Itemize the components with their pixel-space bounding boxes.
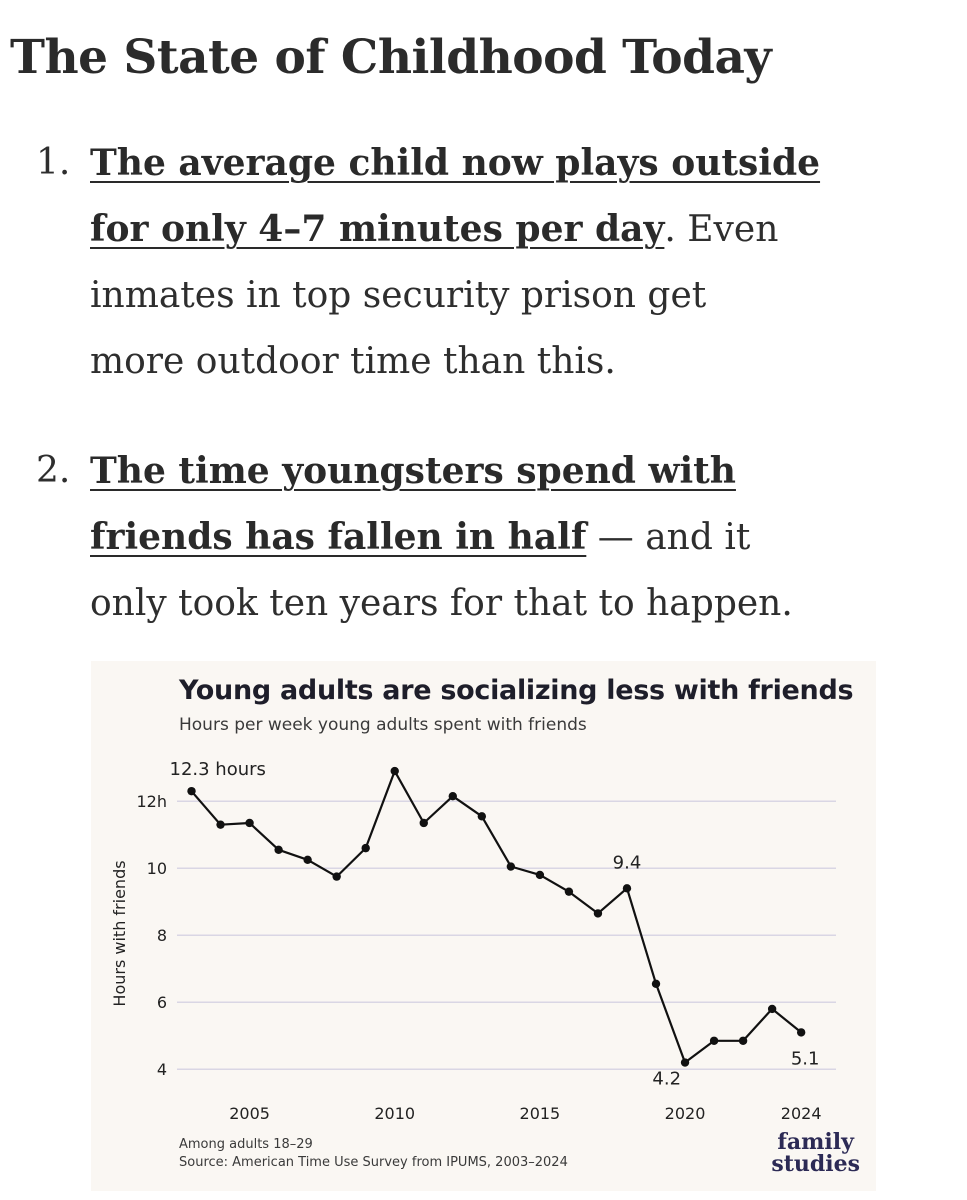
chart-card: Young adults are socializing less with f… (91, 661, 876, 1191)
y-tick-label: 12h (137, 792, 168, 811)
item-2-link-part-2[interactable]: friends has fallen in half (90, 516, 587, 558)
item-1-line-2: for only 4–7 minutes per day. Even (90, 208, 778, 250)
chart-subtitle: Hours per week young adults spent with f… (179, 715, 587, 735)
data-point (419, 818, 428, 828)
family-studies-logo[interactable]: family studies (771, 1131, 860, 1175)
list-number-1: 1. (36, 142, 71, 183)
y-tick-label: 6 (157, 993, 167, 1012)
item-1-line-3: inmates in top security prison get (90, 274, 706, 316)
data-point (448, 791, 457, 801)
data-point (651, 979, 661, 989)
data-point (274, 845, 283, 854)
data-label: 5.1 (791, 1048, 820, 1069)
data-label: 12.3 hours (170, 759, 266, 780)
item-2-text: only took ten years for that to happen. (90, 583, 793, 624)
list-number-2: 2. (36, 450, 71, 491)
data-point (796, 1028, 806, 1037)
x-tick-label: 2005 (229, 1104, 270, 1123)
x-tick-label: 2010 (374, 1104, 415, 1123)
item-2-line-2: friends has fallen in half — and it (90, 516, 750, 558)
data-label: 4.2 (652, 1069, 681, 1090)
logo-line-1: family (777, 1129, 854, 1155)
data-point (390, 766, 399, 776)
data-label: 9.4 (613, 852, 642, 873)
data-point (245, 818, 254, 828)
x-tick-label: 2020 (665, 1104, 706, 1123)
y-axis-label: Hours with friends (110, 860, 129, 1006)
item-2-link-part-1[interactable]: The time youngsters spend with (90, 450, 736, 492)
data-point (216, 820, 225, 829)
data-point (709, 1036, 719, 1045)
item-1-text: inmates in top security prison get (90, 275, 707, 316)
data-point (477, 812, 487, 821)
item-1-line-4: more outdoor time than this. (90, 340, 616, 382)
data-point (535, 870, 545, 880)
page-title: The State of Childhood Today (10, 30, 772, 85)
data-point (680, 1058, 690, 1067)
data-point (303, 855, 312, 865)
y-tick-label: 10 (147, 859, 167, 878)
chart-title: Young adults are socializing less with f… (179, 675, 854, 706)
series-line (190, 769, 802, 1064)
x-tick-label: 2015 (520, 1104, 561, 1123)
y-tick-label: 4 (157, 1060, 167, 1079)
item-1-text: more outdoor time than this. (90, 341, 616, 382)
item-2-line-3: only took ten years for that to happen. (90, 582, 793, 624)
data-point (738, 1036, 748, 1045)
chart-footnote: Among adults 18–29 (179, 1137, 313, 1152)
data-point (187, 786, 196, 796)
item-2-line-1: The time youngsters spend with (90, 450, 736, 492)
item-1-link-part-1[interactable]: The average child now plays outside (90, 142, 821, 184)
data-point (332, 872, 341, 881)
data-point (593, 909, 603, 918)
x-tick-label: 2024 (781, 1104, 822, 1123)
data-point (564, 887, 574, 896)
item-1-text: . Even (664, 209, 779, 250)
data-point (361, 843, 370, 853)
line-chart: 4 6 8 10 12h 2005 2010 2015 2020 2024 Hours with f… (110, 759, 836, 1123)
y-tick-label: 8 (157, 926, 167, 945)
data-point (506, 862, 516, 871)
data-point (767, 1004, 777, 1014)
item-2-text: — and it (586, 517, 751, 558)
item-1-link-part-2[interactable]: for only 4–7 minutes per day (90, 208, 665, 250)
data-point (622, 884, 632, 893)
logo-line-2: studies (771, 1151, 860, 1177)
item-1-line-1: The average child now plays outside (90, 142, 820, 184)
chart-source: Source: American Time Use Survey from IP… (179, 1155, 568, 1170)
